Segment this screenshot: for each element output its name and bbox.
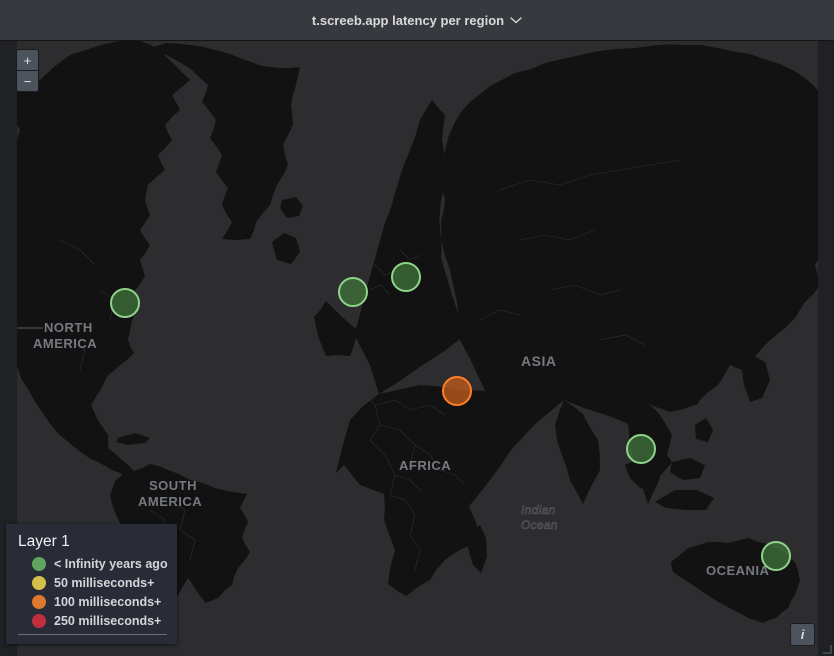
svg-text:OCEANIA: OCEANIA	[706, 563, 770, 578]
svg-text:AFRICA: AFRICA	[399, 458, 451, 473]
svg-text:SOUTH: SOUTH	[149, 478, 197, 493]
svg-text:ASIA: ASIA	[521, 353, 556, 369]
svg-text:AMERICA: AMERICA	[33, 336, 97, 351]
svg-text:AMERICA: AMERICA	[138, 494, 202, 509]
svg-text:Ocean: Ocean	[521, 518, 558, 532]
svg-text:NORTH: NORTH	[44, 320, 93, 335]
svg-text:Indian: Indian	[521, 503, 556, 517]
